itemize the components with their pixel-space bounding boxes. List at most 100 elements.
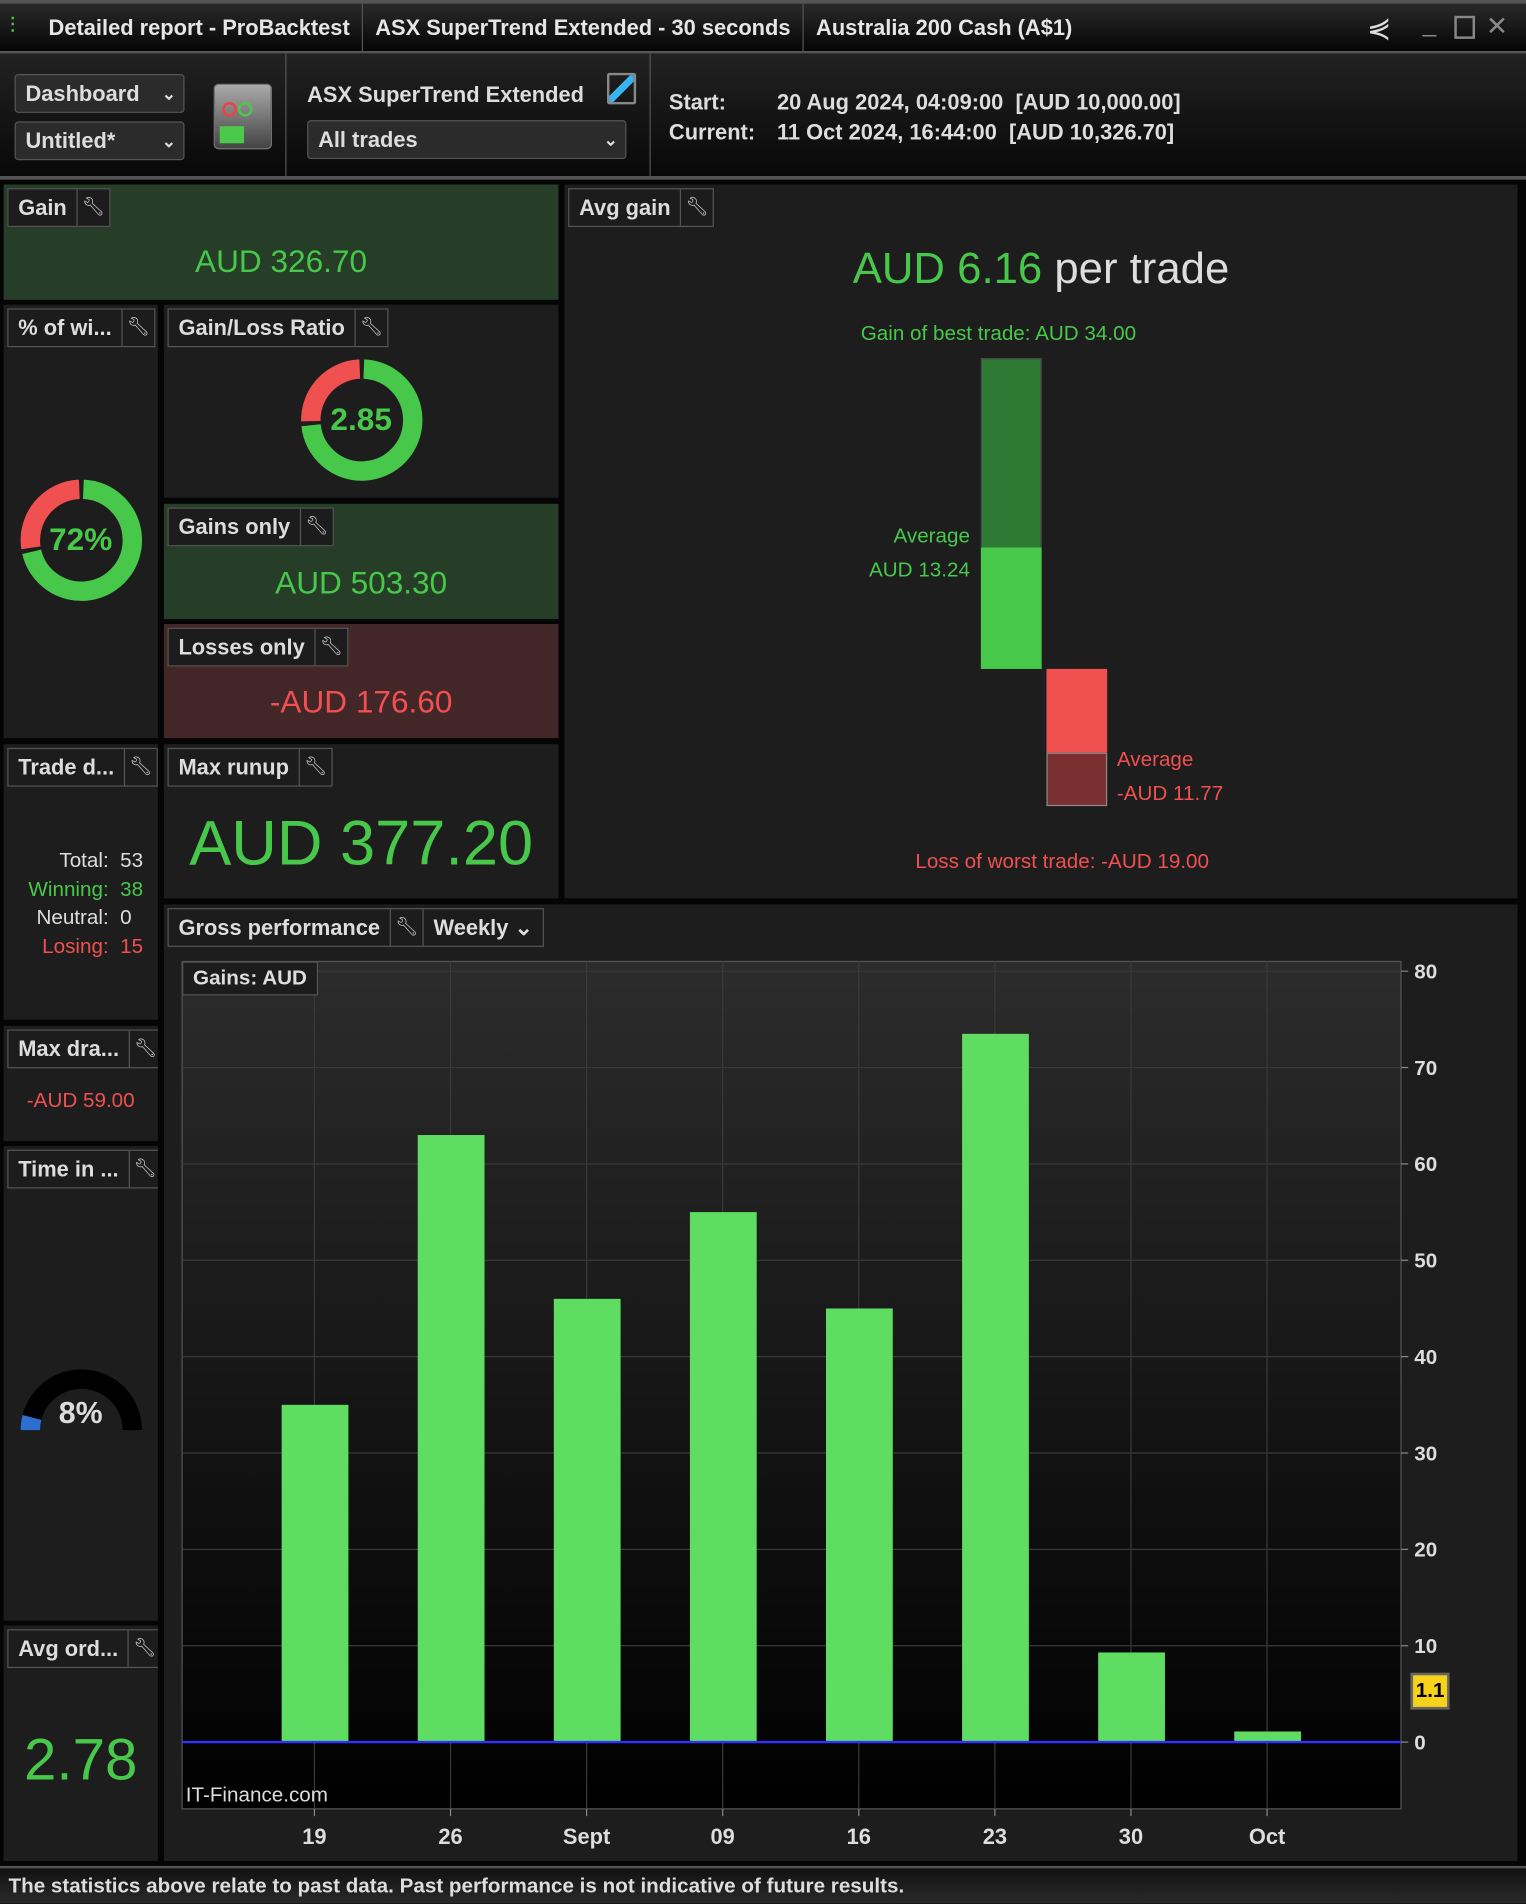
time-in-market-panel: Time in ... 🔧︎ 8% <box>3 1146 158 1621</box>
edit-icon[interactable] <box>607 72 637 105</box>
current-value: 11 Oct 2024, 16:44:00 [AUD 10,326.70] <box>776 120 1175 145</box>
wrench-icon[interactable]: 🔧︎ <box>133 1637 157 1659</box>
close-icon[interactable]: ✕ <box>1485 10 1509 42</box>
trades-filter-dropdown[interactable]: All trades ⌄ <box>307 120 627 160</box>
donut-loss-segment <box>20 479 81 550</box>
y-tick-label: 0 <box>1414 1731 1425 1754</box>
dashboard-label: Dashboard <box>25 81 140 106</box>
gain-panel: Gain 🔧︎ AUD 326.70 <box>3 184 559 300</box>
y-tick-label: 20 <box>1414 1539 1437 1562</box>
avg-gain-headline: AUD 6.16 per trade <box>565 243 1518 294</box>
panel-title: Max dra... <box>8 1030 130 1068</box>
panel-header: Max runup 🔧︎ <box>167 747 333 787</box>
panel-title: Gross performance <box>169 909 391 946</box>
max-runup-value: AUD 377.20 <box>189 808 534 879</box>
donut-gain-segment <box>22 479 142 601</box>
untitled-label: Untitled* <box>25 128 116 153</box>
time-in-market-value: 8% <box>58 1396 103 1431</box>
losses-only-panel: Losses only 🔧︎ -AUD 176.60 <box>163 623 559 739</box>
bar <box>553 1298 621 1743</box>
best-trade-label: Gain of best trade: AUD 34.00 <box>860 321 1137 345</box>
chevron-down-icon: ⌄ <box>161 131 177 151</box>
minimize-icon[interactable]: _ <box>1422 10 1437 38</box>
wrench-icon[interactable]: 🔧︎ <box>126 316 150 338</box>
y-tick-label: 10 <box>1414 1635 1437 1658</box>
max-drawdown-value: -AUD 59.00 <box>26 1088 135 1113</box>
report-settings-icon[interactable] <box>213 83 272 150</box>
panel-header: Gross performance 🔧︎ Weekly ⌄ <box>167 908 544 947</box>
avg-gain-panel: Avg gain 🔧︎ AUD 6.16 per trade Gain of be… <box>564 184 1518 899</box>
wrench-icon[interactable]: 🔧︎ <box>319 636 344 657</box>
gross-performance-panel: Gross performance 🔧︎ Weekly ⌄ 19 26 Sept 09 16… <box>163 904 1518 1862</box>
maximize-icon[interactable] <box>1454 15 1476 39</box>
win-percent-value: 72% <box>49 520 113 558</box>
stat-total: Total: 53 <box>59 848 144 872</box>
wrench-icon[interactable]: 🔧︎ <box>305 515 329 537</box>
bar <box>417 1135 485 1743</box>
tab-instrument[interactable]: Australia 200 Cash (A$1) <box>816 15 1073 41</box>
panel-title: Avg gain <box>569 189 682 226</box>
chevron-down-icon: ⌄ <box>603 129 618 150</box>
trade-distribution-panel: Trade d... 🔧︎ Total: 53 Winning: 38 Neutr… <box>3 744 158 1020</box>
x-tick-label: Oct <box>1249 1824 1285 1849</box>
untitled-dropdown[interactable]: Untitled* ⌄ <box>14 121 185 161</box>
panel-header: Time in ... 🔧︎ <box>7 1149 158 1189</box>
gain-loss-donut <box>301 359 423 481</box>
gauge-fill <box>20 1414 42 1431</box>
panel-title: Losses only <box>169 628 316 666</box>
wrench-icon[interactable]: 🔧︎ <box>129 756 153 777</box>
donut-gain-segment <box>301 359 423 481</box>
tab-strategy[interactable]: ASX SuperTrend Extended - 30 seconds <box>363 3 804 53</box>
bar <box>962 1033 1029 1743</box>
wrench-icon[interactable]: 🔧︎ <box>391 909 424 946</box>
win-percent-panel: % of wi... 🔧︎ 72% <box>3 304 158 739</box>
gains-only-panel: Gains only 🔧︎ AUD 503.30 <box>163 503 559 620</box>
current-label: Current: <box>668 120 756 145</box>
start-label: Start: <box>668 89 726 115</box>
x-tick-label: 19 <box>302 1824 326 1849</box>
worst-trade-bar <box>1046 752 1108 806</box>
avg-loss-bar <box>1046 668 1108 753</box>
avg-gain-value: AUD 6.16 <box>852 242 1043 293</box>
avg-win-label: Average AUD 13.24 <box>869 524 970 582</box>
period-dropdown[interactable]: Weekly ⌄ <box>433 915 533 940</box>
trade-stats: Total: 53 Winning: 38 Neutral: 0 Losing:… <box>4 846 147 960</box>
wrench-icon[interactable]: 🔧︎ <box>81 196 106 218</box>
bar <box>689 1212 757 1743</box>
dashboard-dropdown[interactable]: Dashboard ⌄ <box>14 74 185 113</box>
panel-header: Avg gain 🔧︎ <box>568 188 715 228</box>
panel-title: % of wi... <box>8 309 123 346</box>
bar <box>1098 1652 1165 1743</box>
x-tick-label: 23 <box>983 1824 1007 1849</box>
title-bar: ⫶ Detailed report - ProBacktest ASX Supe… <box>0 0 1526 54</box>
wrench-icon[interactable]: 🔧︎ <box>359 316 384 338</box>
stat-losing: Losing: 15 <box>42 934 144 958</box>
avg-loss-label: Average -AUD 11.77 <box>1116 747 1224 805</box>
wrench-icon[interactable]: 🔧︎ <box>685 196 709 218</box>
panel-title: Max runup <box>169 749 300 786</box>
stat-winning: Winning: 38 <box>28 877 144 901</box>
max-runup-panel: Max runup 🔧︎ AUD 377.20 <box>163 744 559 899</box>
chevron-down-icon: ⌄ <box>161 83 177 104</box>
panel-title: Trade d... <box>8 749 126 786</box>
gain-loss-ratio-panel: Gain/Loss Ratio 🔧︎ 2.85 <box>163 304 559 498</box>
watermark: IT-Finance.com <box>185 1783 328 1807</box>
y-tick-label: 30 <box>1414 1442 1437 1465</box>
panel-header: % of wi... 🔧︎ <box>7 308 156 348</box>
strategy-name: ASX SuperTrend Extended <box>307 82 585 107</box>
last-value-badge: 1.1 <box>1410 1673 1450 1710</box>
candlestick-icon: ⫶ <box>9 13 16 38</box>
gain-loss-ratio-value: 2.85 <box>330 400 392 438</box>
wrench-icon[interactable]: 🔧︎ <box>304 756 328 777</box>
share-icon[interactable]: ⋞ <box>1366 12 1392 45</box>
tab-detailed-report[interactable]: Detailed report - ProBacktest <box>36 3 364 53</box>
max-drawdown-panel: Max dra... 🔧︎ -AUD 59.00 <box>3 1025 158 1142</box>
wrench-icon[interactable]: 🔧︎ <box>133 1158 157 1179</box>
wrench-icon[interactable]: 🔧︎ <box>134 1037 158 1059</box>
panel-title: Gains only <box>169 508 302 546</box>
y-tick-label: 80 <box>1414 960 1437 983</box>
y-tick-label: 70 <box>1414 1057 1437 1080</box>
x-tick-label: Sept <box>563 1824 610 1849</box>
plot-area <box>181 960 1402 1810</box>
tab-strip: Detailed report - ProBacktest ASX SuperT… <box>36 3 1084 53</box>
